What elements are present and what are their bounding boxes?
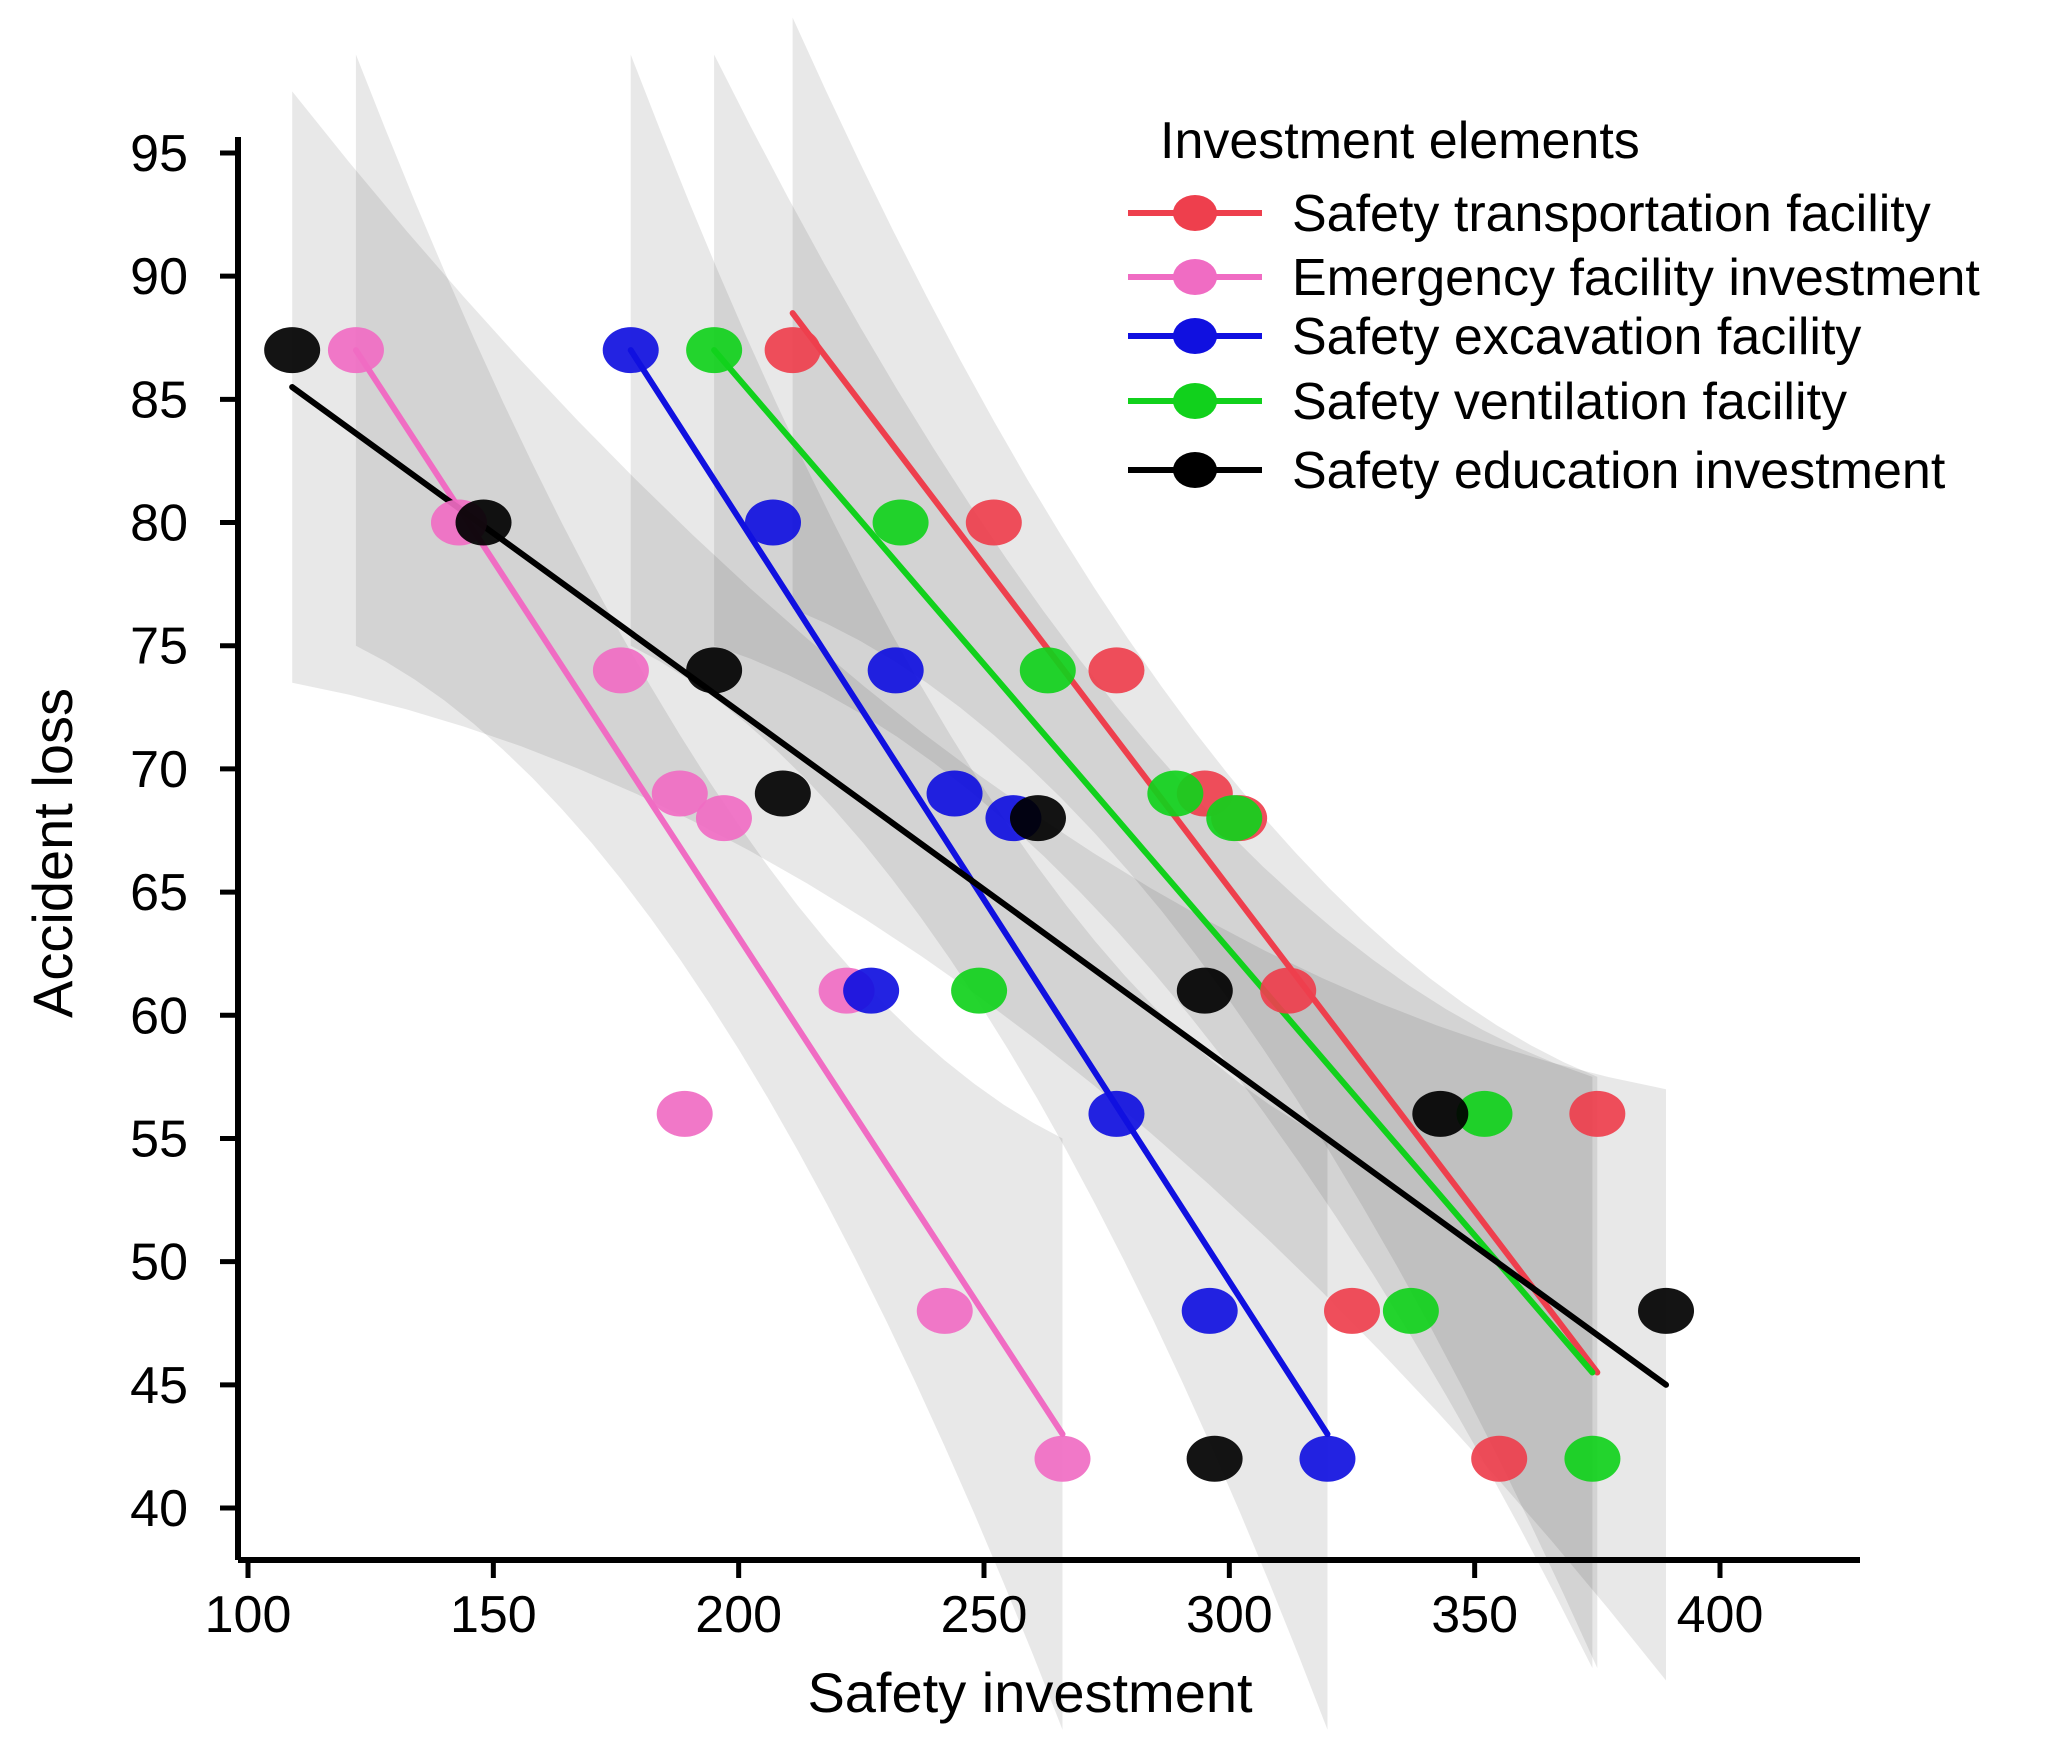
data-point-s1-8 bbox=[1471, 1435, 1528, 1482]
data-point-s4-9 bbox=[1564, 1435, 1621, 1482]
data-point-s3-7 bbox=[1088, 1090, 1145, 1137]
x-tick-label: 300 bbox=[1186, 1586, 1273, 1644]
y-tick-label: 80 bbox=[130, 495, 188, 553]
data-point-s5-3 bbox=[686, 647, 743, 694]
data-point-s4-5 bbox=[1206, 795, 1263, 842]
legend-label-1: Safety transportation facility bbox=[1292, 185, 1931, 243]
data-point-s2-5 bbox=[695, 795, 752, 842]
data-point-s4-1 bbox=[686, 327, 743, 374]
legend: Investment elements Safety transportatio… bbox=[1128, 112, 1980, 500]
y-tick-label: 50 bbox=[130, 1234, 188, 1292]
data-point-s5-9 bbox=[1638, 1287, 1695, 1334]
data-point-s5-2 bbox=[455, 499, 512, 546]
legend-label-3: Safety excavation facility bbox=[1292, 308, 1861, 366]
x-axis-ticks: 100 150 200 250 300 350 400 bbox=[205, 1560, 1764, 1644]
legend-label-5: Safety education investment bbox=[1292, 442, 1946, 500]
x-axis-title: Safety investment bbox=[807, 1661, 1253, 1724]
data-point-s1-1 bbox=[764, 327, 821, 374]
data-point-s3-3 bbox=[867, 647, 924, 694]
data-point-s3-6 bbox=[843, 967, 900, 1014]
data-point-s4-2 bbox=[872, 499, 929, 546]
data-point-s3-4 bbox=[926, 770, 983, 817]
y-tick-label: 70 bbox=[130, 741, 188, 799]
legend-marker-4 bbox=[1173, 383, 1217, 419]
data-point-s1-9 bbox=[1569, 1090, 1626, 1137]
y-tick-label: 90 bbox=[130, 248, 188, 306]
data-point-s3-8 bbox=[1181, 1287, 1238, 1334]
data-point-s1-3 bbox=[1088, 647, 1145, 694]
legend-label-4: Safety ventilation facility bbox=[1292, 373, 1847, 431]
data-point-s3-9 bbox=[1299, 1435, 1356, 1482]
y-tick-label: 85 bbox=[130, 371, 188, 429]
data-point-s5-5 bbox=[1009, 795, 1066, 842]
y-tick-label: 55 bbox=[130, 1110, 188, 1168]
fit-line-5 bbox=[289, 384, 1670, 1388]
x-tick-label: 250 bbox=[941, 1586, 1028, 1644]
legend-marker-1 bbox=[1173, 195, 1217, 231]
y-tick-label: 65 bbox=[130, 864, 188, 922]
x-tick-label: 100 bbox=[205, 1586, 292, 1644]
data-point-s1-2 bbox=[965, 499, 1022, 546]
data-point-s4-8 bbox=[1382, 1287, 1439, 1334]
data-point-s4-3 bbox=[1019, 647, 1076, 694]
y-tick-label: 75 bbox=[130, 618, 188, 676]
data-point-s2-4 bbox=[651, 770, 708, 817]
legend-title: Investment elements bbox=[1160, 112, 1640, 170]
data-point-s2-9 bbox=[1034, 1435, 1091, 1482]
data-point-s1-6 bbox=[1260, 967, 1317, 1014]
axes: 40 45 50 55 60 65 70 75 80 85 90 95 100 150 200 250 300… bbox=[21, 125, 1860, 1724]
data-point-s5-4 bbox=[754, 770, 811, 817]
data-point-s5-6 bbox=[1176, 967, 1233, 1014]
y-tick-label: 45 bbox=[130, 1357, 188, 1415]
x-tick-label: 400 bbox=[1677, 1586, 1764, 1644]
y-axis-ticks: 40 45 50 55 60 65 70 75 80 85 90 95 bbox=[130, 125, 238, 1538]
data-point-s4-4 bbox=[1147, 770, 1204, 817]
data-point-s2-1 bbox=[327, 327, 384, 374]
data-point-s2-7 bbox=[656, 1090, 713, 1137]
legend-marker-5 bbox=[1173, 452, 1217, 488]
y-axis-title: Accident loss bbox=[21, 688, 84, 1018]
data-point-s2-8 bbox=[916, 1287, 973, 1334]
x-tick-label: 350 bbox=[1431, 1586, 1518, 1644]
legend-marker-3 bbox=[1173, 318, 1217, 354]
data-point-s3-2 bbox=[745, 499, 802, 546]
data-point-s3-1 bbox=[602, 327, 659, 374]
legend-label-2: Emergency facility investment bbox=[1292, 249, 1980, 307]
legend-items: Safety transportation facility Emergency … bbox=[1128, 185, 1980, 500]
data-points bbox=[264, 327, 1695, 1482]
data-point-s4-6 bbox=[951, 967, 1008, 1014]
y-tick-label: 60 bbox=[130, 987, 188, 1045]
x-tick-label: 150 bbox=[450, 1586, 537, 1644]
fit-line-1 bbox=[789, 310, 1601, 1376]
y-tick-label: 95 bbox=[130, 125, 188, 183]
fit-line-4 bbox=[711, 347, 1596, 1376]
data-point-s2-3 bbox=[592, 647, 649, 694]
data-point-s1-7 bbox=[1324, 1287, 1380, 1334]
y-tick-label: 40 bbox=[130, 1480, 188, 1538]
x-tick-label: 200 bbox=[695, 1586, 782, 1644]
fit-line-3 bbox=[627, 347, 1331, 1438]
data-point-s5-8 bbox=[1186, 1435, 1243, 1482]
data-point-s5-7 bbox=[1412, 1090, 1469, 1137]
data-point-s5-1 bbox=[264, 327, 321, 374]
data-point-s4-7 bbox=[1456, 1090, 1513, 1137]
legend-marker-2 bbox=[1173, 259, 1217, 295]
